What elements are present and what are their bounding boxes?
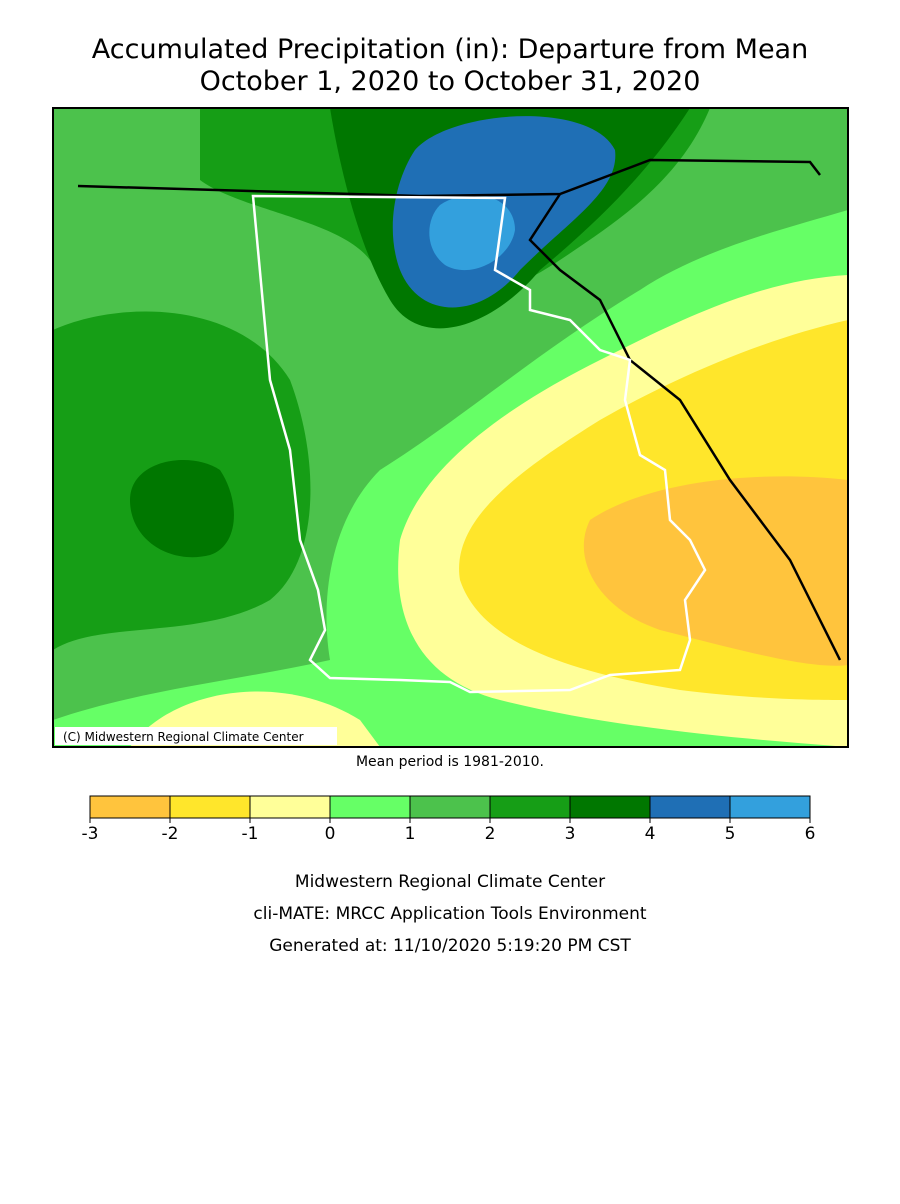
- state-border: [528, 193, 842, 661]
- mean-note: Mean period is 1981-2010.: [356, 754, 544, 770]
- copyright-box: [55, 727, 337, 745]
- state-border: [77, 158, 821, 198]
- legend-tick-label: 0: [325, 824, 336, 844]
- contour: [429, 194, 515, 271]
- legend-swatch: [329, 795, 411, 819]
- legend-swatch: [89, 795, 171, 819]
- legend-tick-label: -2: [162, 824, 179, 844]
- legend-swatch: [649, 795, 731, 819]
- legend-swatch: [249, 795, 331, 819]
- legend-tick-label: 5: [725, 824, 736, 844]
- legend: -3 -2 -1 0 1 2 3 4 5 6: [82, 795, 816, 844]
- contour: [583, 476, 848, 666]
- legend-tick-label: 3: [565, 824, 576, 844]
- footer-line: Generated at: 11/10/2020 5:19:20 PM CST: [269, 936, 631, 956]
- title-line: October 1, 2020 to October 31, 2020: [200, 66, 701, 97]
- contour: [130, 460, 234, 558]
- title-line: Accumulated Precipitation (in): Departur…: [92, 34, 808, 65]
- legend-tick-label: 2: [485, 824, 496, 844]
- footer-line: Midwestern Regional Climate Center: [295, 872, 605, 892]
- legend-swatch: [569, 795, 651, 819]
- state-border: [251, 194, 707, 694]
- map: [53, 108, 848, 747]
- copyright: (C) Midwestern Regional Climate Center: [63, 730, 304, 744]
- legend-tick-label: 1: [405, 824, 416, 844]
- footer-line: cli-MATE: MRCC Application Tools Environ…: [253, 904, 646, 924]
- legend-swatch: [729, 795, 811, 819]
- legend-tick-label: 4: [645, 824, 656, 844]
- legend-tick-label: -3: [82, 824, 99, 844]
- legend-swatch: [489, 795, 571, 819]
- legend-swatch: [169, 795, 251, 819]
- map-frame: [52, 107, 849, 748]
- legend-swatch: [409, 795, 491, 819]
- legend-tick-label: -1: [242, 824, 259, 844]
- legend-tick-label: 6: [805, 824, 816, 844]
